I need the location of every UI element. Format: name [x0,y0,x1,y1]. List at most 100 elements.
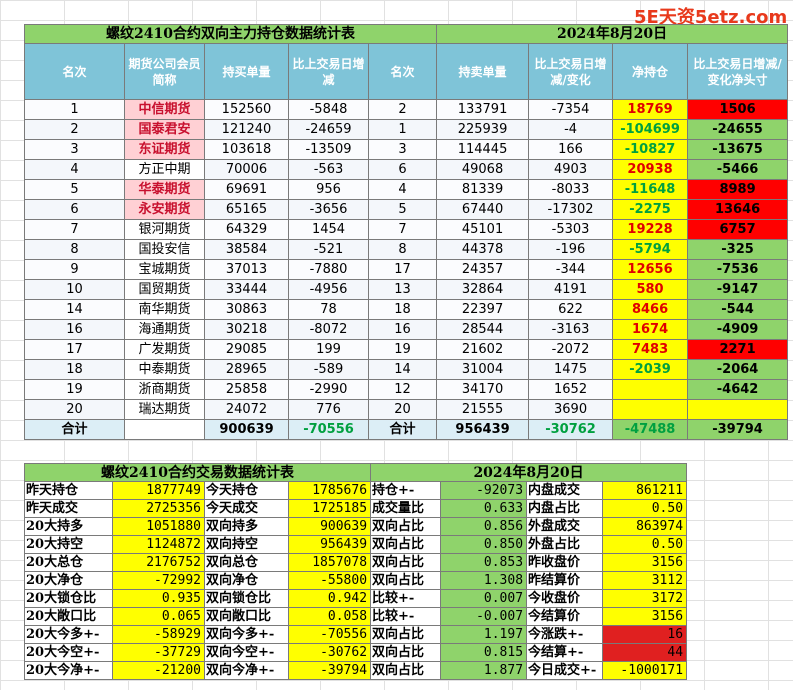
table-row: 14 南华期货 30863 78 18 22397 622 8466 -544 [24,299,789,320]
label-cell: 双向今多+- [204,625,289,644]
total-net-change: -39794 [687,419,789,440]
value-cell: 0.50 [602,499,688,518]
label-cell: 双向今空+- [204,643,289,662]
value-cell: 44 [602,643,688,662]
company-cell: 海通期货 [124,319,205,340]
label-cell: 昨天持仓 [24,481,113,500]
value-cell: 956439 [287,535,372,554]
value-cell: -37729 [112,643,205,662]
rank-short-cell: 20 [367,399,438,420]
value-cell: 1785676 [287,481,372,500]
company-cell: 方正中期 [124,159,205,180]
net-cell: -5794 [612,239,689,260]
rank-short-cell: 14 [367,359,438,380]
short-change-cell: 4903 [528,159,614,180]
label-cell: 比较+- [370,589,442,608]
net-cell [612,379,689,400]
value-cell: -0.007 [440,607,528,626]
short-cell: 67440 [436,199,530,220]
rank-short-cell: 5 [367,199,438,220]
long-cell: 38584 [204,239,289,260]
net-change-cell: 2271 [687,339,789,360]
rank-short-cell: 18 [367,299,438,320]
table-row: 5 华泰期货 69691 956 4 81339 -8033 -11648 8989 [24,179,789,200]
label-cell: 今涨跌+- [526,625,604,644]
rank-cell: 6 [24,199,125,220]
value-cell: 1.197 [440,625,528,644]
label-cell: 20大今净+- [24,661,113,680]
header-net-change: 比上交易日增减/变化净头寸 [687,43,789,100]
rank-short-cell: 13 [367,279,438,300]
table-row: 19 浙商期货 25858 -2990 12 34170 1652 -4642 [24,379,789,400]
value-cell: 0.633 [440,499,528,518]
long-cell: 65165 [204,199,289,220]
rank-cell: 5 [24,179,125,200]
total-short-change: -30762 [528,419,614,440]
value-cell: 1725185 [287,499,372,518]
trade-stats-table: 螺纹2410合约交易数据统计表 2024年8月20日 昨天持仓 1877749 今天… [23,463,688,680]
short-change-cell: 4191 [528,279,614,300]
bottom-table-title: 螺纹2410合约交易数据统计表 [23,463,372,482]
net-cell: 7483 [612,339,689,360]
company-cell: 银河期货 [124,219,205,240]
short-cell: 21555 [436,399,530,420]
total-blank [124,419,205,440]
top-table-date: 2024年8月20日 [436,24,789,44]
label-cell: 昨收盘价 [526,553,604,572]
value-cell: 0.935 [112,589,205,608]
long-cell: 64329 [204,219,289,240]
value-cell: -1000171 [602,661,688,680]
value-cell: 900639 [287,517,372,536]
net-change-cell: -4909 [687,319,789,340]
net-cell: -11648 [612,179,689,200]
short-cell: 28544 [436,319,530,340]
table-row: 1 中信期货 152560 -5848 2 133791 -7354 18769 1506 [24,99,789,120]
value-cell: -72992 [112,571,205,590]
label-cell: 今天持仓 [204,481,289,500]
long-cell: 30218 [204,319,289,340]
table-row: 20大持多 1051880 双向持多 900639 双向占比 0.856 外盘成交 86397… [24,517,688,536]
net-change-cell: -7536 [687,259,789,280]
short-change-cell: -7354 [528,99,614,120]
site-watermark: 5E天资5etz.com [634,7,788,28]
label-cell: 双向锁仓比 [204,589,289,608]
label-cell: 20大持空 [24,535,113,554]
short-change-cell: 622 [528,299,614,320]
short-change-cell: 1475 [528,359,614,380]
position-stats-table: 螺纹2410合约双向主力持仓数据统计表 2024年8月20日 名次 期货公司会员… [23,24,789,440]
short-cell: 32864 [436,279,530,300]
long-cell: 70006 [204,159,289,180]
long-change-cell: -589 [288,359,369,380]
value-cell: 0.856 [440,517,528,536]
label-cell: 双向占比 [370,625,442,644]
short-change-cell: -4 [528,119,614,140]
long-cell: 29085 [204,339,289,360]
company-cell: 国投安信 [124,239,205,260]
long-change-cell: -24659 [288,119,369,140]
rank-cell: 1 [24,99,125,120]
net-change-cell: 13646 [687,199,789,220]
value-cell: 1857078 [287,553,372,572]
net-change-cell: -544 [687,299,789,320]
long-change-cell: -4956 [288,279,369,300]
net-change-cell: 6757 [687,219,789,240]
value-cell: 3172 [602,589,688,608]
value-cell: 0.007 [440,589,528,608]
company-cell: 中泰期货 [124,359,205,380]
label-cell: 双向占比 [370,535,442,554]
value-cell: -55800 [287,571,372,590]
label-cell: 双向今净+- [204,661,289,680]
rank-short-cell: 8 [367,239,438,260]
short-change-cell: 1652 [528,379,614,400]
company-cell: 中信期货 [124,99,205,120]
rank-cell: 3 [24,139,125,160]
value-cell: 1051880 [112,517,205,536]
value-cell: 1124872 [112,535,205,554]
company-cell: 广发期货 [124,339,205,360]
long-change-cell: -2990 [288,379,369,400]
table-row: 7 银河期货 64329 1454 7 45101 -5303 19228 6757 [24,219,789,240]
header-rank-short: 名次 [367,43,438,100]
header-short: 持卖单量 [436,43,530,100]
net-cell: 20938 [612,159,689,180]
label-cell: 双向持空 [204,535,289,554]
